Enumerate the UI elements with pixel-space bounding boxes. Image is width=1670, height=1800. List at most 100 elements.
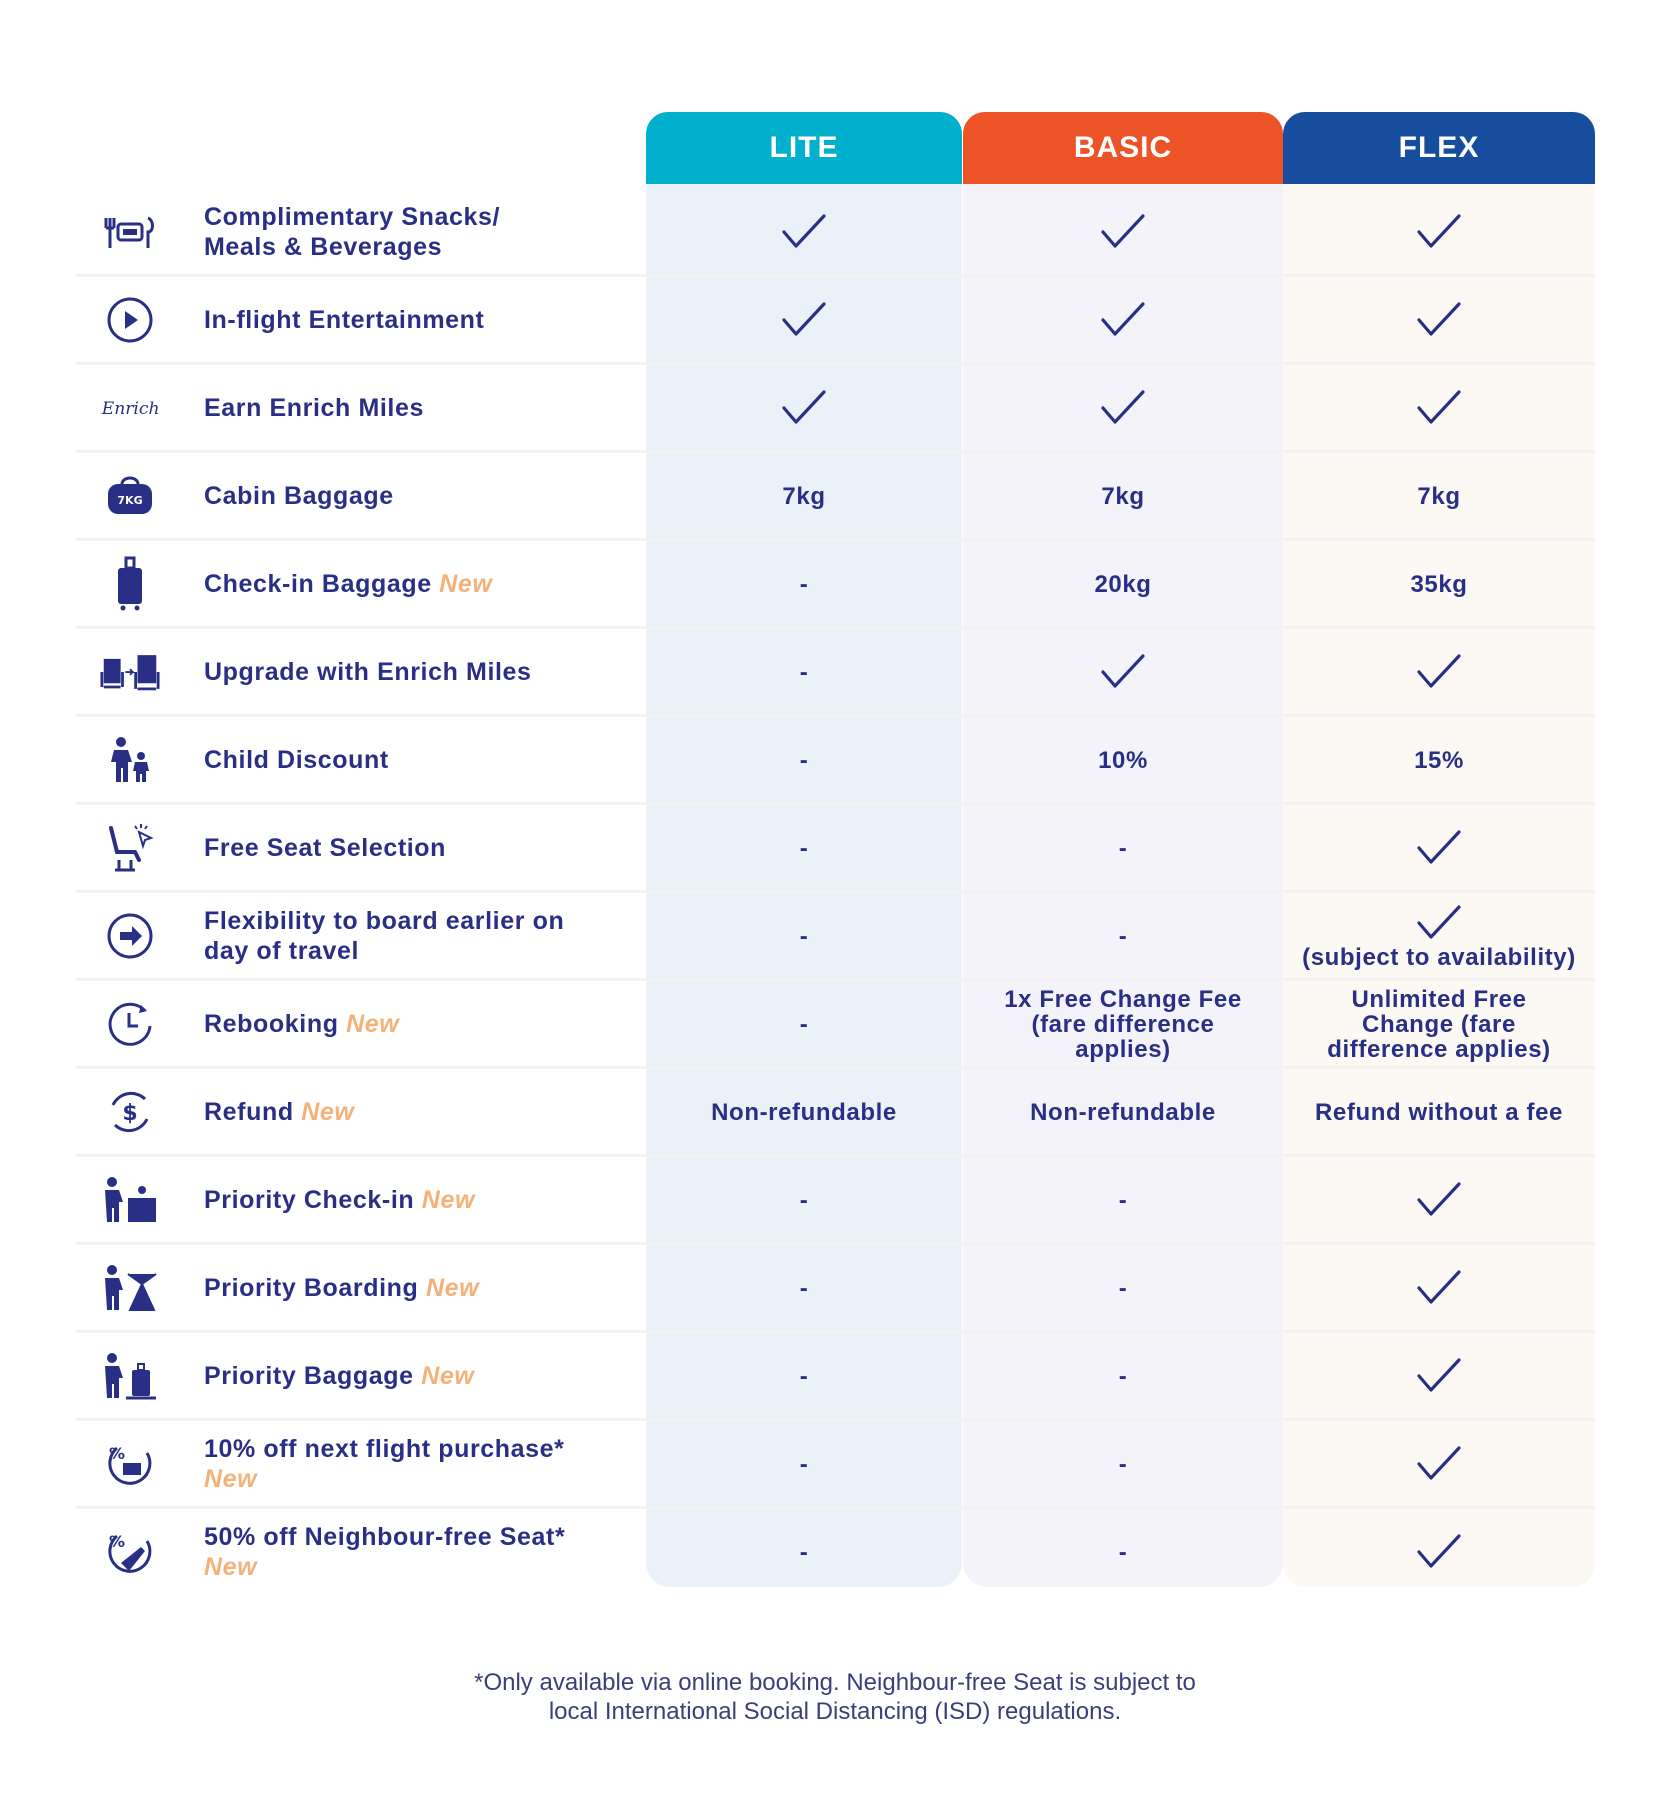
cell-basic xyxy=(963,628,1283,716)
feature-label-text: Check-in Baggage xyxy=(204,570,432,598)
feature-label-text: Priority Check-in xyxy=(204,1186,415,1214)
cell-lite: - xyxy=(646,980,962,1068)
svg-text:%: % xyxy=(109,1444,125,1463)
cell-value: - xyxy=(799,1010,809,1038)
cell-lite xyxy=(646,364,962,452)
cell-value: - xyxy=(799,1450,809,1478)
row-divider xyxy=(76,538,1595,541)
new-badge: New xyxy=(204,1553,258,1581)
cell-value: Refund without a fee xyxy=(1315,1098,1563,1126)
cell-value: - xyxy=(1118,1538,1128,1566)
checkmark-icon xyxy=(1415,1444,1463,1484)
availability-note: (subject to availability) xyxy=(1302,943,1576,971)
checkmark-icon xyxy=(780,388,828,428)
feature-label-text: Child Discount xyxy=(204,746,389,774)
feature-label-text: Cabin Baggage xyxy=(204,482,394,510)
cell-value: - xyxy=(799,570,809,598)
refund-icon: $ xyxy=(100,1082,160,1142)
feature-label: Flexibility to board earlier on day of t… xyxy=(204,892,644,980)
priority-checkin-icon xyxy=(100,1170,160,1230)
cell-value: - xyxy=(1118,922,1128,950)
feature-label-text: In-flight Entertainment xyxy=(204,306,485,334)
cell-basic: 20kg xyxy=(963,540,1283,628)
cell-lite: - xyxy=(646,628,962,716)
cell-flex xyxy=(1283,1156,1595,1244)
cell-value: 20kg xyxy=(1094,570,1152,598)
feature-label: Earn Enrich Miles xyxy=(204,364,644,452)
cell-value: - xyxy=(799,922,809,950)
table-row: In-flight Entertainment xyxy=(76,276,1595,365)
table-row: % 10% off next flight purchase* New - - xyxy=(76,1420,1595,1509)
feature-label-text: Priority Boarding xyxy=(204,1274,419,1302)
cell-value: 35kg xyxy=(1410,570,1468,598)
arrow-circle-icon xyxy=(100,906,160,966)
feature-label-text: Upgrade with Enrich Miles xyxy=(204,658,532,686)
cell-flex: 15% xyxy=(1283,716,1595,804)
discount-seat-icon: % xyxy=(100,1522,160,1582)
feature-label-text: Flexibility to board earlier on day of t… xyxy=(204,907,565,965)
feature-label: Check-in Baggage New xyxy=(204,540,644,628)
row-divider xyxy=(76,1066,1595,1069)
svg-text:7KG: 7KG xyxy=(117,494,142,507)
cell-lite: - xyxy=(646,716,962,804)
suitcase-icon xyxy=(100,554,160,614)
cell-basic: - xyxy=(963,1156,1283,1244)
cell-lite: - xyxy=(646,892,962,980)
table-row: $ Refund New Non-refundable Non-refundable R… xyxy=(76,1068,1595,1157)
cell-basic xyxy=(963,276,1283,364)
cell-basic: - xyxy=(963,892,1283,980)
row-divider xyxy=(76,450,1595,453)
cell-lite: - xyxy=(646,1420,962,1508)
basic-column xyxy=(963,112,1283,1587)
feature-label: Priority Boarding New xyxy=(204,1244,644,1332)
row-divider xyxy=(76,274,1595,277)
cell-lite: Non-refundable xyxy=(646,1068,962,1156)
feature-label-text: Free Seat Selection xyxy=(204,834,447,862)
priority-baggage-icon xyxy=(100,1346,160,1406)
checkmark-icon xyxy=(1415,903,1463,943)
svg-text:$: $ xyxy=(122,1101,137,1126)
cell-basic: - xyxy=(963,804,1283,892)
cell-lite xyxy=(646,276,962,364)
new-badge: New xyxy=(204,1465,258,1493)
checkmark-icon xyxy=(1415,652,1463,692)
footnote: *Only available via online booking. Neig… xyxy=(0,1668,1670,1726)
table-row: Priority Check-in New - - xyxy=(76,1156,1595,1245)
cell-value: - xyxy=(799,1362,809,1390)
cell-value: - xyxy=(799,1274,809,1302)
cell-basic: Non-refundable xyxy=(963,1068,1283,1156)
table-row: 7KG Cabin Baggage 7kg 7kg 7kg xyxy=(76,452,1595,541)
cell-basic: - xyxy=(963,1244,1283,1332)
new-badge: New xyxy=(421,1186,476,1214)
cell-value: 7kg xyxy=(1101,482,1145,510)
table-row: Priority Baggage New - - xyxy=(76,1332,1595,1421)
cell-lite: 7kg xyxy=(646,452,962,540)
cell-basic xyxy=(963,364,1283,452)
family-icon xyxy=(100,730,160,790)
clock-icon xyxy=(100,994,160,1054)
row-divider xyxy=(76,1418,1595,1421)
row-divider xyxy=(76,890,1595,893)
flex-column xyxy=(1283,112,1595,1587)
cell-lite: - xyxy=(646,540,962,628)
cell-basic: - xyxy=(963,1508,1283,1596)
new-badge: New xyxy=(301,1098,355,1126)
row-divider xyxy=(76,1330,1595,1333)
checkmark-icon xyxy=(780,300,828,340)
feature-label-text: 10% off next flight purchase* xyxy=(204,1435,565,1463)
cell-basic xyxy=(963,188,1283,276)
lite-column xyxy=(646,112,962,1587)
cell-value: - xyxy=(799,658,809,686)
row-divider xyxy=(76,626,1595,629)
header-basic: BASIC xyxy=(963,112,1283,184)
feature-label-text: Priority Baggage xyxy=(204,1362,414,1390)
play-icon xyxy=(100,290,160,350)
header-flex: FLEX xyxy=(1283,112,1595,184)
cell-lite xyxy=(646,188,962,276)
row-divider xyxy=(76,362,1595,365)
cell-value: 10% xyxy=(1098,746,1148,774)
cell-basic: - xyxy=(963,1420,1283,1508)
header-lite: LITE xyxy=(646,112,962,184)
table-row: Complimentary Snacks/ Meals & Beverages xyxy=(76,188,1595,277)
feature-label: Upgrade with Enrich Miles xyxy=(204,628,644,716)
